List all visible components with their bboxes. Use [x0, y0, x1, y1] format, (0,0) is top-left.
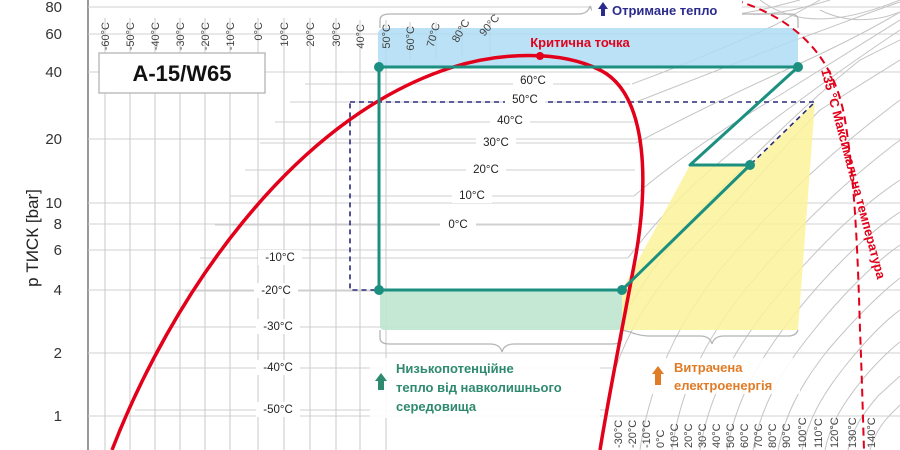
critical-point [536, 52, 544, 60]
up-arrow-icon [652, 366, 664, 385]
top-temp-label: -40°C [150, 22, 162, 50]
ambient-heat-label: тепло від навколишнього [396, 380, 562, 395]
mode-label-box [98, 52, 266, 94]
cycle-point-condenser-out [374, 62, 384, 72]
top-temp-label: 0°C [253, 22, 265, 41]
isotherm-label: 40°C [497, 115, 523, 127]
bottom-temp-label: 100°C [797, 417, 809, 448]
top-temp-label: 60°C [405, 26, 417, 51]
cycle-point-injection [745, 160, 755, 170]
isotherm-label: 0°C [448, 219, 467, 231]
isotherm-label: 50°C [512, 94, 538, 106]
y-tick-label: 1 [54, 408, 62, 425]
cycle-point-compressor-out [793, 62, 803, 72]
isotherm-label: -10°C [265, 252, 295, 264]
critical-point-label: Критична точка [530, 35, 630, 50]
ambient-heat-bracket [379, 330, 623, 353]
y-tick-label: 60 [45, 26, 62, 43]
bottom-temp-label: 90°C [781, 423, 793, 448]
electric-energy-label: Витрачена [674, 360, 743, 375]
y-axis-title: p ТИСК [bar] [23, 189, 42, 287]
y-tick-label: 20 [45, 131, 62, 148]
top-temp-label: -30°C [175, 22, 187, 50]
dashed-cycle [349, 101, 817, 291]
y-tick-label: 40 [45, 64, 62, 81]
ambient-heat-label: середовища [396, 399, 477, 414]
isotherm-label: -50°C [263, 404, 293, 416]
bottom-temp-label: 130°C [847, 417, 859, 448]
up-arrow-icon [598, 2, 608, 16]
isotherm-label: 20°C [473, 164, 499, 176]
top-temp-label: 50°C [381, 24, 393, 49]
heat-output-label: Отримане тепло [612, 3, 717, 18]
bottom-temp-label: 40°C [711, 423, 723, 448]
y-tick-label: 2 [54, 345, 62, 362]
top-temperature-labels: -60°C -50°C -40°C -30°C -20°C -10°C 0°C … [100, 12, 502, 50]
isotherm-label: 30°C [483, 137, 509, 149]
top-temp-label: -60°C [100, 22, 112, 50]
mode-label: A-15/W65 [132, 61, 231, 86]
isotherm-label: -30°C [263, 321, 293, 333]
cycle-point-evaporator-in [374, 285, 384, 295]
isotherm-label: 60°C [520, 75, 546, 87]
top-temp-label: 30°C [331, 22, 343, 47]
bottom-temp-label: 60°C [739, 423, 751, 448]
max-temperature-line [734, 0, 865, 450]
up-arrow-icon [375, 373, 387, 390]
ambient-heat-label: Низькопотенційне [396, 361, 514, 376]
top-temp-label: 20°C [305, 22, 317, 47]
bottom-temp-label: 10°C [669, 423, 681, 448]
dome-isotherm-labels: 60°C 50°C 40°C 30°C 20°C 10°C 0°C -10°C … [254, 73, 553, 417]
electric-energy-zone [622, 102, 815, 330]
y-tick-label: 6 [54, 242, 62, 259]
electric-energy-bracket [621, 329, 799, 345]
bottom-temp-label: 120°C [829, 417, 841, 448]
bottom-temp-label: 110°C [813, 418, 825, 448]
heat-output-bracket [379, 5, 799, 28]
electric-energy-label: електроенергія [674, 378, 772, 393]
bottom-temp-label: 30°C [697, 423, 709, 448]
top-temp-label: 40°C [355, 24, 367, 49]
top-temp-label: -20°C [200, 22, 212, 50]
bottom-temp-label: 80°C [767, 423, 779, 448]
bottom-temp-label: 70°C [753, 423, 765, 448]
top-temp-label: 10°C [279, 22, 291, 47]
ambient-heat-zone [380, 290, 622, 330]
isotherm-label: -20°C [261, 285, 291, 297]
bottom-temperature-labels: -30°C -20°C -10°C 0°C 10°C 20°C 30°C 40°… [613, 417, 878, 448]
bottom-temp-label: -30°C [613, 420, 625, 448]
cycle-point-compressor-in [617, 285, 627, 295]
axis-panel [0, 0, 88, 450]
bottom-temp-label: 20°C [683, 423, 695, 448]
isotherm-label: -40°C [263, 362, 293, 374]
isotherm-label: 10°C [459, 190, 485, 202]
y-axis-ticks: 80 60 40 20 10 8 6 4 2 1 [45, 0, 62, 425]
y-tick-label: 8 [54, 216, 62, 233]
y-tick-label: 10 [45, 195, 62, 212]
bottom-temp-label: -10°C [641, 420, 653, 448]
bottom-temp-label: 0°C [655, 429, 667, 448]
bottom-temp-label: 140°C [866, 417, 878, 448]
top-temp-label: -50°C [125, 22, 137, 50]
y-tick-label: 4 [54, 282, 62, 299]
bottom-temp-label: -20°C [627, 420, 639, 448]
saturation-curve [110, 53, 645, 450]
y-tick-label: 80 [45, 0, 62, 16]
top-temp-label: -10°C [225, 22, 237, 50]
bottom-temp-label: 50°C [725, 423, 737, 448]
